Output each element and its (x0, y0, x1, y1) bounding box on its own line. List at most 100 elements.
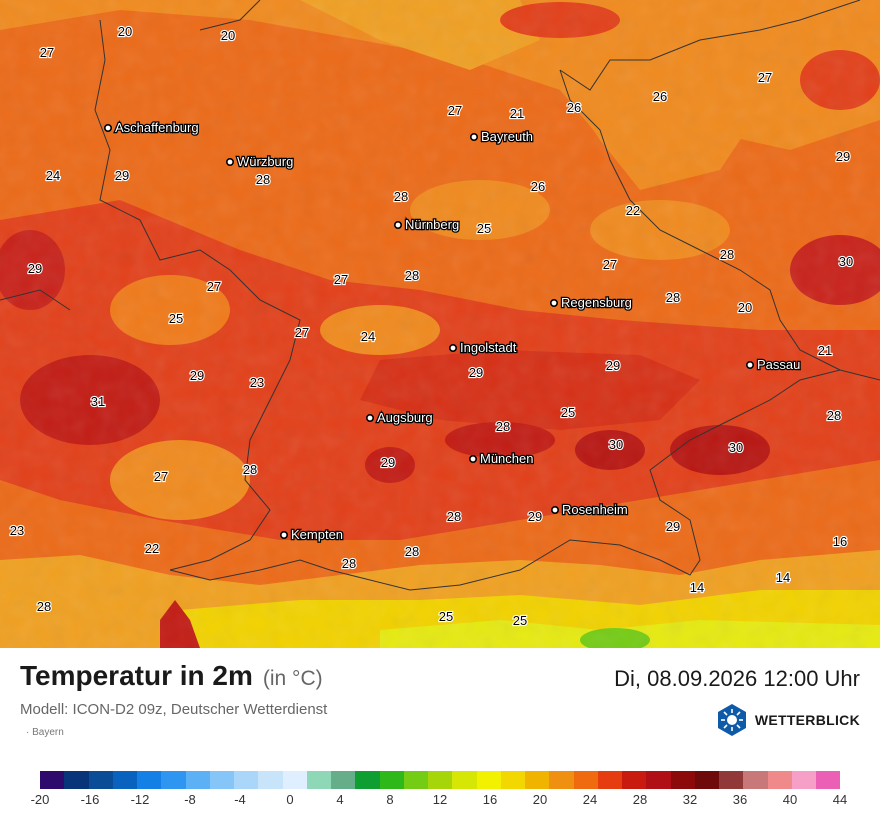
temperature-value: 28 (666, 290, 680, 305)
city-marker (104, 124, 113, 133)
city-label: Rosenheim (562, 502, 628, 517)
temperature-value: 26 (653, 89, 667, 104)
legend-swatch (331, 771, 356, 789)
temperature-value: 22 (626, 203, 640, 218)
legend-swatch (525, 771, 550, 789)
temperature-value: 27 (207, 279, 221, 294)
city-marker (448, 343, 457, 352)
city-label: München (480, 451, 533, 466)
temperature-value: 28 (256, 172, 270, 187)
city-ingolstadt[interactable]: Ingolstadt (448, 339, 518, 356)
temperature-value: 28 (243, 462, 257, 477)
city-münchen[interactable]: München (468, 450, 535, 467)
temperature-value: 29 (190, 368, 204, 383)
temperature-value: 25 (561, 405, 575, 420)
legend-tick-label: 4 (336, 792, 344, 807)
texture (0, 0, 880, 648)
temperature-value: 20 (738, 300, 752, 315)
temperature-value: 28 (496, 419, 510, 434)
city-marker (226, 158, 235, 167)
city-kempten[interactable]: Kempten (279, 526, 344, 543)
temperature-value: 30 (729, 440, 743, 455)
temperature-value: 21 (510, 106, 524, 121)
city-passau[interactable]: Passau (745, 356, 802, 373)
city-regensburg[interactable]: Regensburg (549, 294, 633, 311)
temperature-value: 14 (776, 570, 790, 585)
city-würzburg[interactable]: Würzburg (226, 153, 295, 170)
temperature-value: 22 (145, 541, 159, 556)
temperature-value: 27 (40, 45, 54, 60)
temperature-value: 16 (833, 534, 847, 549)
legend-swatch (306, 771, 331, 789)
legend-tick-label: 40 (782, 792, 798, 807)
region-info: · Bayern (26, 727, 64, 738)
city-bayreuth[interactable]: Bayreuth (469, 128, 534, 145)
temperature-value: 27 (154, 469, 168, 484)
border-north (199, 0, 261, 31)
city-marker (549, 298, 558, 307)
legend-swatch (428, 771, 453, 789)
legend-swatch (64, 771, 89, 789)
title-text: Temperatur in 2m (20, 660, 253, 691)
legend-swatch (403, 771, 428, 789)
temperature-value: 26 (567, 100, 581, 115)
city-label: Würzburg (237, 154, 293, 169)
city-aschaffenburg[interactable]: Aschaffenburg (104, 119, 200, 136)
legend-swatch (670, 771, 695, 789)
border-south (169, 369, 880, 591)
temperature-value: 28 (827, 408, 841, 423)
legend-tick-label: 8 (386, 792, 394, 807)
legend-swatch (719, 771, 744, 789)
temperature-value: 29 (381, 455, 395, 470)
legend-tick-label: 32 (682, 792, 698, 807)
temperature-value: 30 (609, 437, 623, 452)
temperature-value: 27 (334, 272, 348, 287)
city-label: Augsburg (377, 410, 433, 425)
region-text: Bayern (32, 727, 64, 738)
temperature-value: 23 (10, 523, 24, 538)
legend-tick-label: 20 (532, 792, 548, 807)
temperature-value: 27 (295, 325, 309, 340)
city-rosenheim[interactable]: Rosenheim (550, 501, 629, 518)
legend-tick-label: -12 (130, 792, 150, 807)
legend-tick-label: 12 (432, 792, 448, 807)
legend-swatch (816, 771, 841, 789)
temperature-value: 25 (513, 613, 527, 628)
legend-tick-label: -16 (80, 792, 100, 807)
city-marker (365, 413, 374, 422)
legend-swatch (694, 771, 719, 789)
temperature-value: 27 (603, 257, 617, 272)
temperature-value: 27 (448, 103, 462, 118)
border-northeast (559, 0, 861, 91)
city-marker (279, 530, 288, 539)
temperature-value: 20 (221, 28, 235, 43)
legend-swatch (791, 771, 816, 789)
legend-tick-label: 36 (732, 792, 748, 807)
legend-swatch (573, 771, 598, 789)
city-label: Kempten (291, 527, 343, 542)
brand-logo[interactable]: WETTERBLICK (715, 703, 860, 737)
city-label: Bayreuth (481, 129, 533, 144)
legend-swatch (234, 771, 259, 789)
temperature-value: 24 (361, 329, 375, 344)
temperature-value: 23 (250, 375, 264, 390)
temperature-value: 30 (839, 254, 853, 269)
temperature-value: 25 (169, 311, 183, 326)
temperature-value: 26 (531, 179, 545, 194)
temperature-value: 28 (394, 189, 408, 204)
temperature-value: 29 (469, 365, 483, 380)
city-augsburg[interactable]: Augsburg (365, 409, 434, 426)
city-label: Regensburg (561, 295, 632, 310)
temperature-value: 24 (46, 168, 60, 183)
temperature-value: 28 (405, 544, 419, 559)
temperature-value: 21 (818, 343, 832, 358)
temperature-value: 29 (115, 168, 129, 183)
legend-tick-label: -20 (30, 792, 50, 807)
forecast-datetime: Di, 08.09.2026 12:00 Uhr (614, 666, 860, 691)
map-canvas: Aschaffenburg Würzburg Bayreuth Nürnberg Reg… (0, 0, 880, 648)
legend-swatch (209, 771, 234, 789)
city-layer: Aschaffenburg Würzburg Bayreuth Nürnberg Reg… (104, 119, 802, 543)
temperature-map[interactable]: Aschaffenburg Würzburg Bayreuth Nürnberg Reg… (0, 0, 880, 648)
legend-tick-label: -4 (234, 792, 246, 807)
city-nürnberg[interactable]: Nürnberg (393, 216, 461, 233)
